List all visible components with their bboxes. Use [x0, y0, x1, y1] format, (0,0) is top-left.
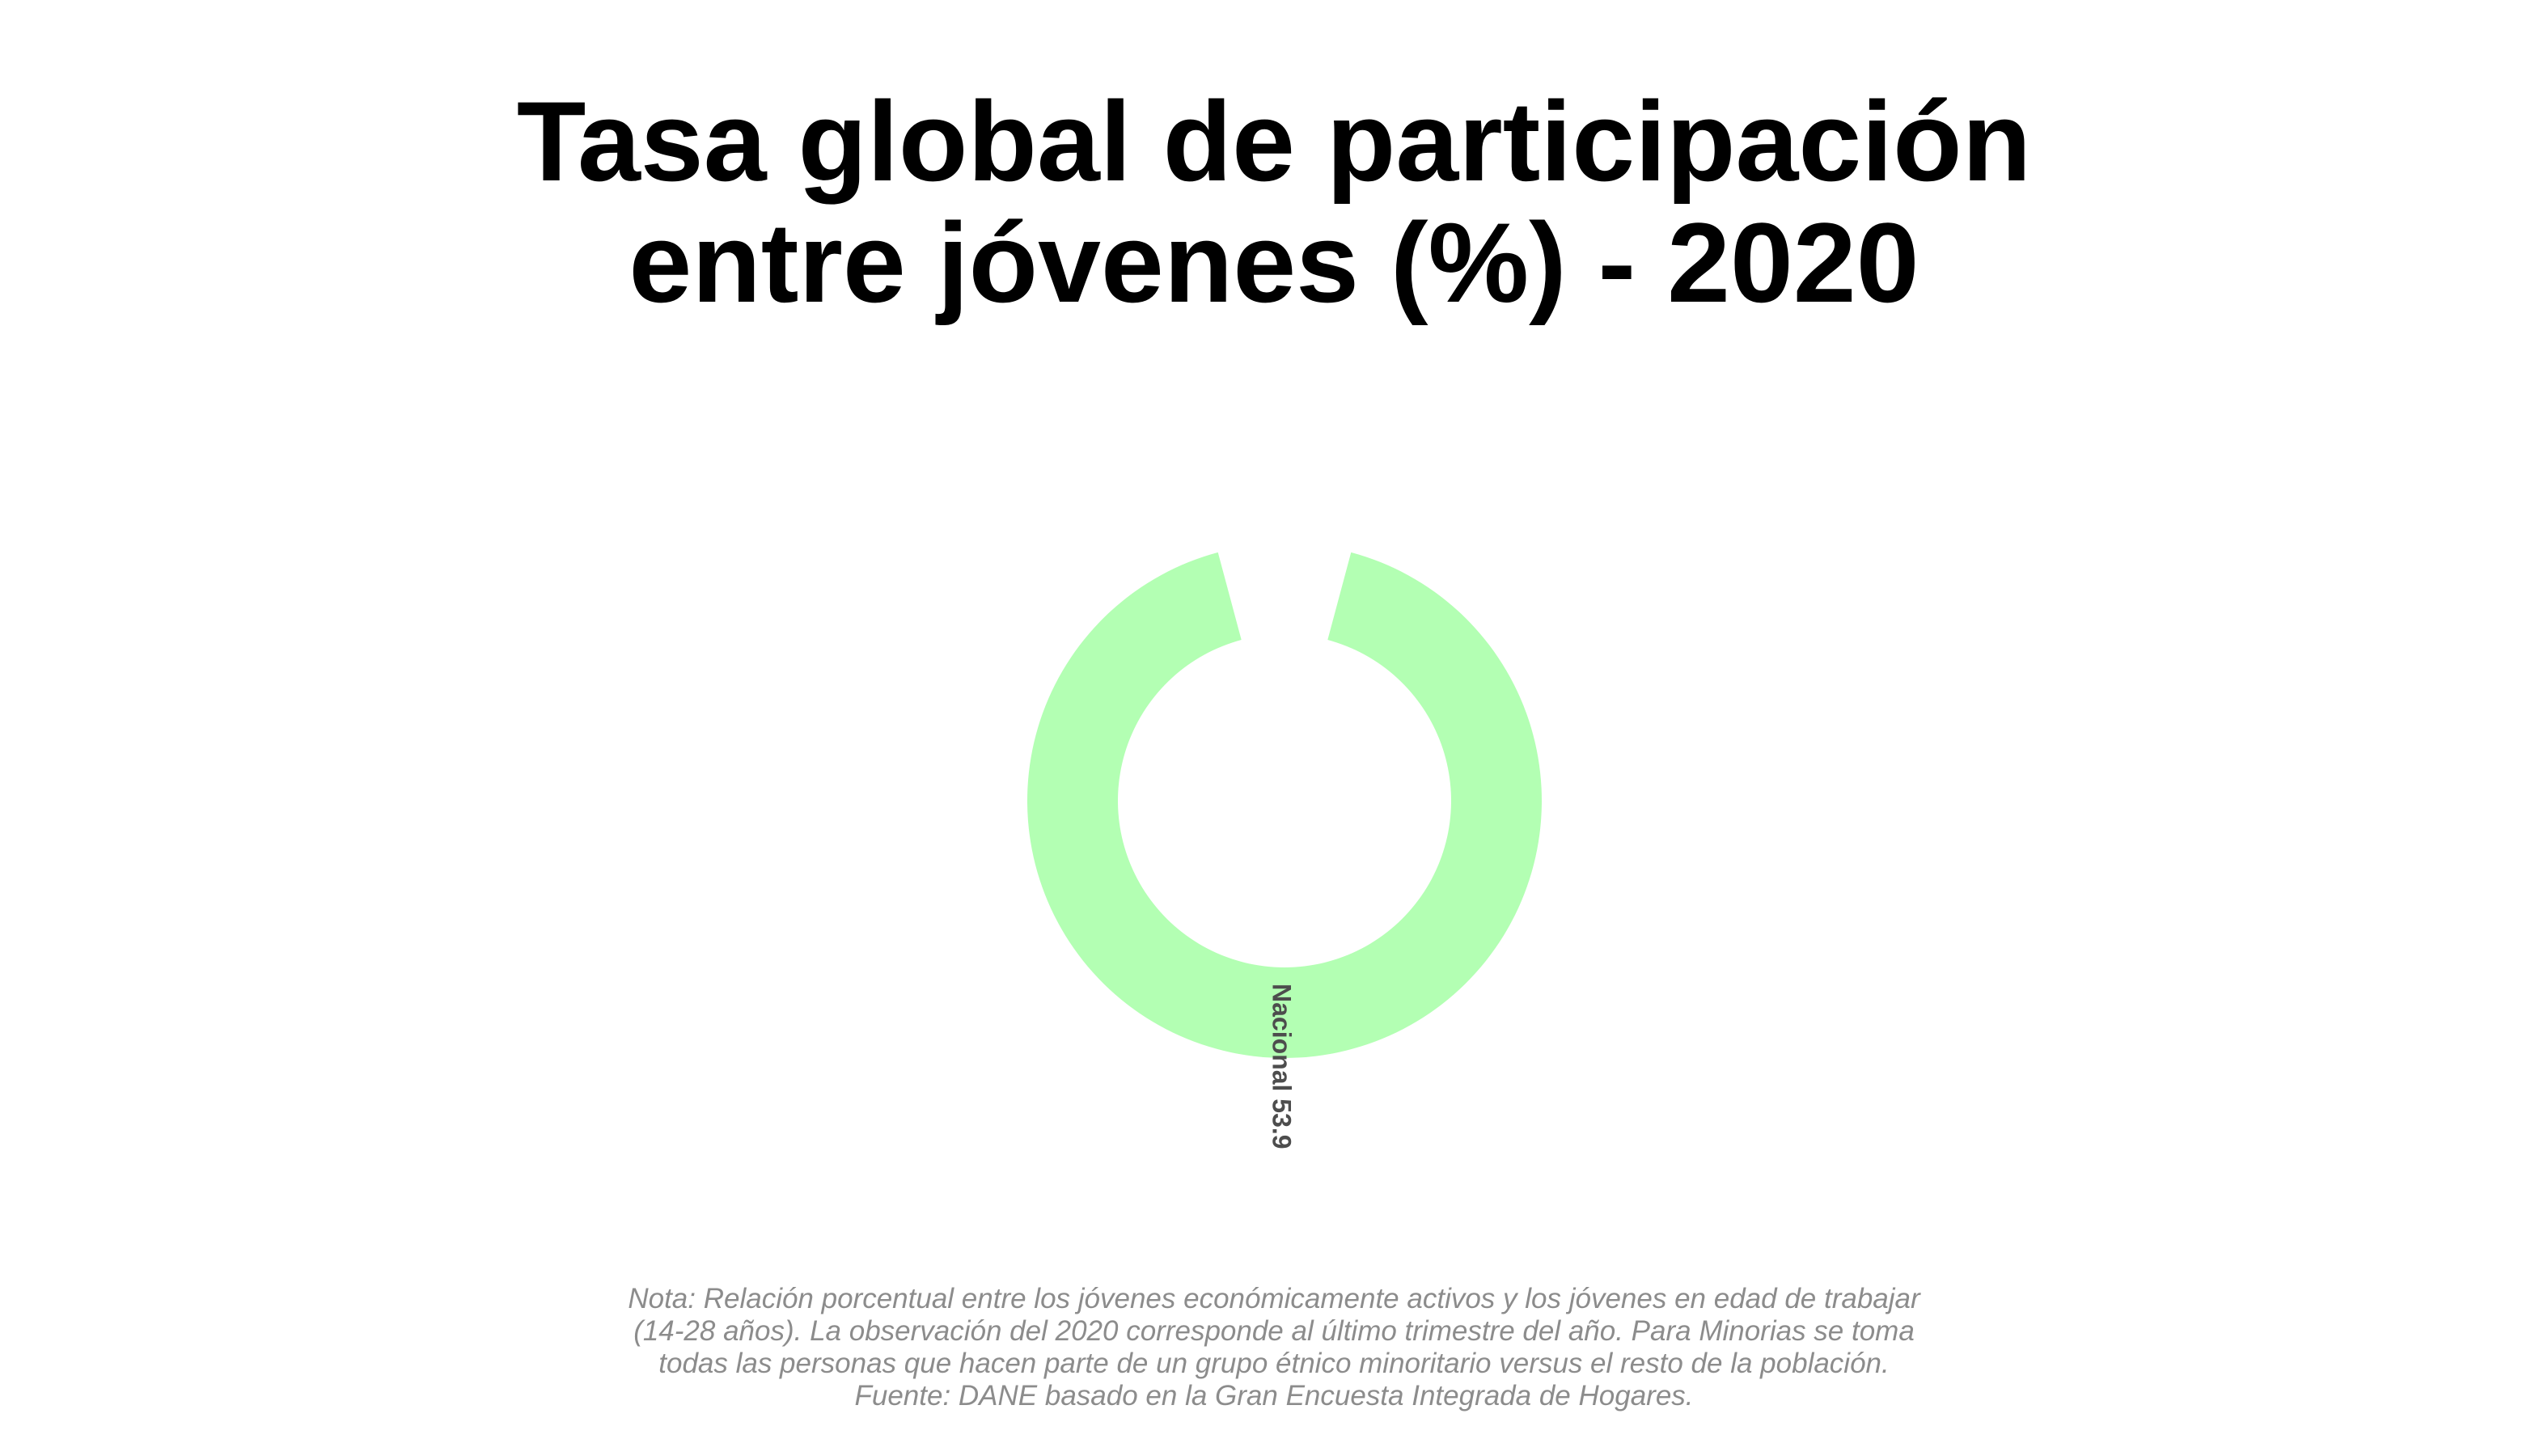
donut-label-nacional: Nacional 53.9 [1268, 984, 1297, 1149]
chart-title-line-2: entre jóvenes (%) - 2020 [629, 199, 1919, 326]
footnote-line-3: todas las personas que hacen parte de un… [658, 1348, 1890, 1379]
footnote: Nota: Relación porcentual entre los jóve… [0, 1283, 2548, 1412]
chart-title: Tasa global de participación entre jóven… [0, 81, 2548, 324]
donut-slice-nacional [1026, 552, 1542, 1058]
footnote-line-4: Fuente: DANE basado en la Gran Encuesta … [854, 1380, 1694, 1412]
footnote-line-1: Nota: Relación porcentual entre los jóve… [628, 1283, 1920, 1314]
footnote-line-2: (14-28 años). La observación del 2020 co… [633, 1315, 1915, 1347]
chart-title-line-1: Tasa global de participación [516, 78, 2032, 205]
